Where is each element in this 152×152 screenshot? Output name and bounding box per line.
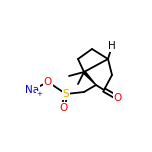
- Text: Na: Na: [25, 85, 39, 95]
- Polygon shape: [83, 71, 96, 85]
- Text: H: H: [108, 41, 116, 51]
- Text: O: O: [59, 103, 67, 113]
- Text: +: +: [36, 91, 42, 97]
- Text: O: O: [44, 77, 52, 87]
- Text: S: S: [63, 89, 69, 99]
- Text: O: O: [114, 93, 122, 103]
